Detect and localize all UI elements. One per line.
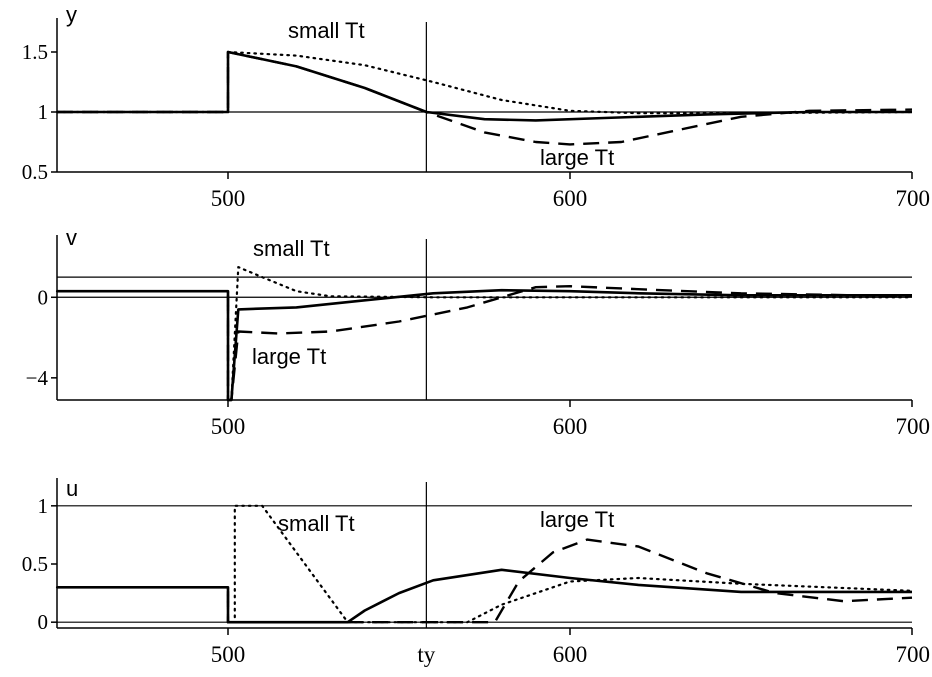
series-annotation: large Tt bbox=[252, 344, 326, 369]
x-marker-label: ty bbox=[417, 642, 435, 667]
x-tick-label: 600 bbox=[553, 414, 588, 439]
y-tick-label: 0 bbox=[38, 610, 49, 634]
series-annotation: large Tt bbox=[540, 145, 614, 170]
x-tick-label: 500 bbox=[211, 186, 246, 211]
series-line-solid bbox=[57, 50, 912, 122]
series-line-dotted bbox=[55, 266, 914, 402]
series-line-dashed bbox=[57, 285, 913, 402]
y-tick-label: 1.5 bbox=[22, 40, 48, 64]
y-axis-label: v bbox=[66, 225, 77, 250]
series-annotation: large Tt bbox=[540, 507, 614, 532]
y-axis-label: u bbox=[66, 476, 78, 501]
series-line-dashed bbox=[57, 538, 913, 624]
y-tick-label: 0.5 bbox=[22, 160, 48, 184]
series-line-dotted bbox=[55, 50, 914, 115]
series-annotation: small Tt bbox=[253, 236, 330, 261]
series-line-solid bbox=[57, 568, 912, 624]
panel-v: 0 −4 500 600 700 v small Tt large Tt bbox=[26, 225, 930, 439]
panel-y: 0.5 1 1.5 500 600 700 y small Tt large Tt bbox=[22, 2, 930, 211]
x-tick-label: 600 bbox=[553, 186, 588, 211]
series-annotation: small Tt bbox=[278, 511, 355, 536]
y-axis-label: y bbox=[66, 2, 77, 27]
y-tick-label: 0 bbox=[38, 285, 49, 309]
y-tick-label: −4 bbox=[26, 366, 49, 390]
series-line-dashed bbox=[57, 50, 913, 146]
x-tick-label: 700 bbox=[896, 414, 931, 439]
x-tick-label: 500 bbox=[211, 414, 246, 439]
panel-u: 0 0.5 1 500 600 700 ty u small Tt large Tt bbox=[22, 476, 930, 667]
x-tick-label: 700 bbox=[896, 642, 931, 667]
series-annotation: small Tt bbox=[288, 18, 365, 43]
x-tick-label: 700 bbox=[896, 186, 931, 211]
x-tick-label: 500 bbox=[211, 642, 246, 667]
y-tick-label: 1 bbox=[38, 100, 49, 124]
y-tick-label: 1 bbox=[38, 494, 49, 518]
y-tick-label: 0.5 bbox=[22, 552, 48, 576]
series-line-solid bbox=[57, 288, 912, 402]
series-line-dotted bbox=[55, 504, 914, 624]
x-tick-label: 600 bbox=[553, 642, 588, 667]
